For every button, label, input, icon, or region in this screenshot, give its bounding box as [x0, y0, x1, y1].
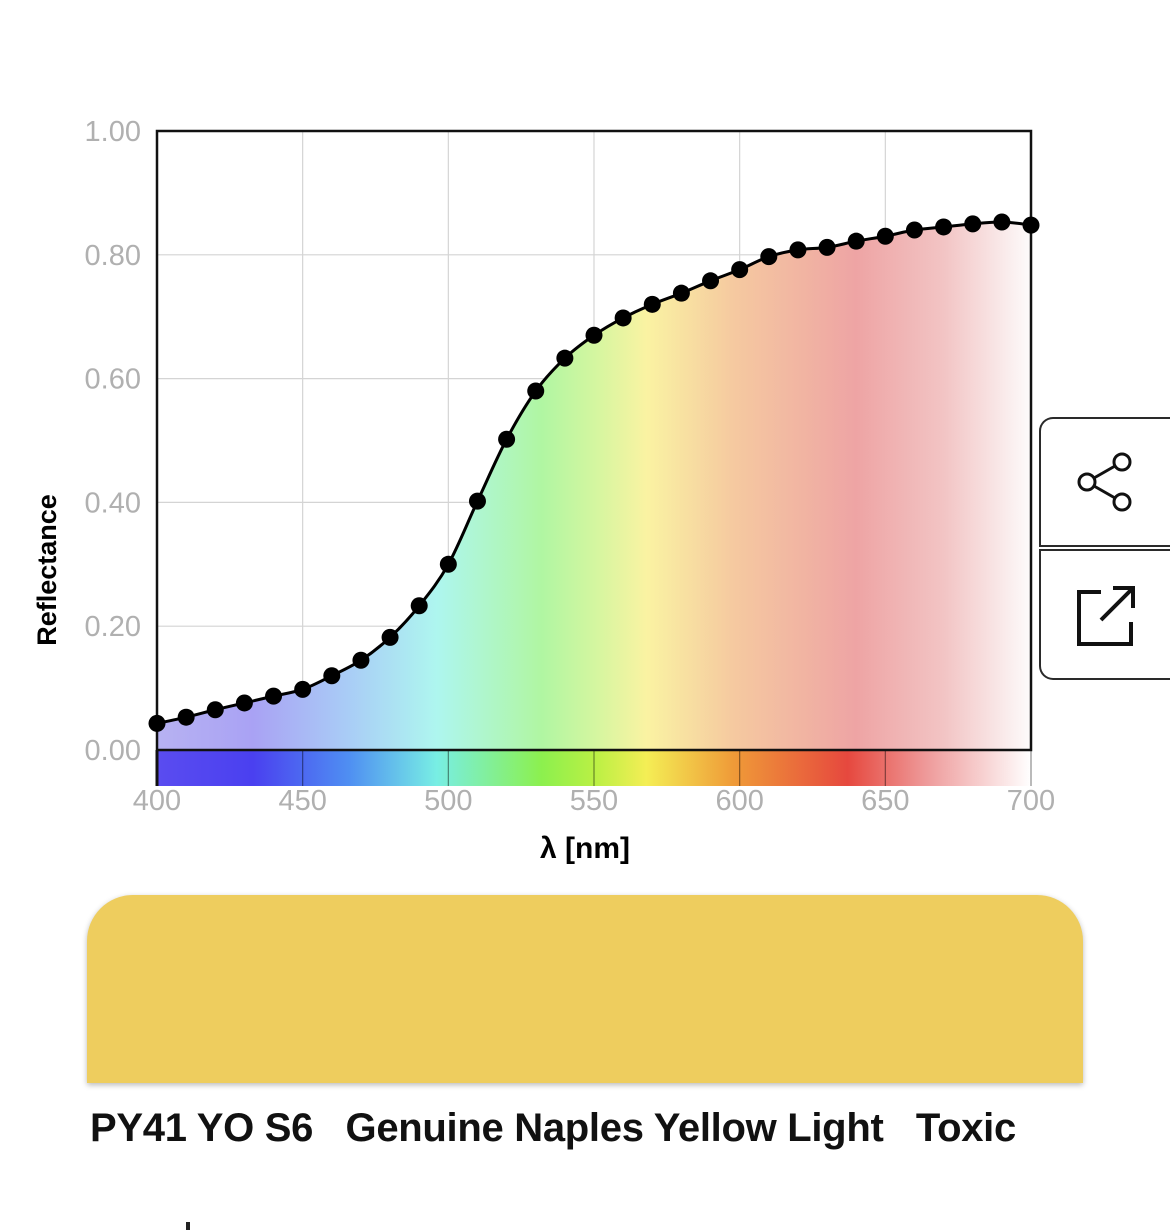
open-external-button[interactable]	[1039, 549, 1170, 680]
data-point	[177, 708, 195, 726]
data-point	[818, 238, 836, 256]
data-point	[294, 680, 312, 698]
data-point	[672, 284, 690, 302]
data-point	[876, 227, 894, 245]
color-swatch	[87, 895, 1083, 1083]
data-point	[702, 272, 720, 290]
data-point	[439, 555, 457, 573]
data-point	[527, 382, 545, 400]
plot-frame	[155, 129, 1033, 752]
reflectance-chart: 0.00 0.20 0.40 0.60 0.80 1.00 400 450 500 550 600…	[32, 116, 1055, 865]
data-point	[410, 597, 428, 615]
data-point	[1022, 216, 1040, 234]
data-point	[556, 349, 574, 367]
data-point	[323, 667, 341, 685]
data-point	[905, 221, 923, 239]
scroll-mark	[186, 1222, 190, 1230]
pigment-code: PY41 YO S6	[90, 1106, 314, 1150]
x-axis-label: λ [nm]	[540, 832, 630, 865]
y-tick-label: 0.20	[85, 611, 141, 643]
data-point	[148, 714, 166, 732]
y-tick-label: 0.40	[85, 487, 141, 519]
share-button[interactable]	[1039, 417, 1170, 547]
paint-label: PY41 YO S6 Genuine Naples Yellow Light T…	[90, 1106, 1016, 1151]
data-point	[614, 309, 632, 327]
data-point	[760, 248, 778, 266]
x-tick-label: 450	[278, 785, 326, 817]
x-tick-label: 400	[133, 785, 181, 817]
y-tick-label: 0.00	[85, 735, 141, 767]
x-tick-label: 600	[715, 785, 763, 817]
y-axis-label: Reflectance	[32, 494, 62, 646]
paint-name: Genuine Naples Yellow Light	[345, 1106, 884, 1150]
external-link-icon	[1076, 585, 1135, 646]
data-point	[381, 628, 399, 646]
data-point	[352, 651, 370, 669]
data-point	[731, 261, 749, 279]
data-point	[789, 241, 807, 259]
x-tick-label: 500	[424, 785, 472, 817]
data-point	[498, 430, 516, 448]
data-point	[468, 492, 486, 510]
data-point	[206, 701, 224, 719]
x-tick-label: 550	[570, 785, 618, 817]
data-point	[964, 215, 982, 233]
y-tick-label: 0.60	[85, 364, 141, 396]
data-point	[643, 295, 661, 313]
y-tick-label: 0.80	[85, 240, 141, 272]
x-tick-label: 650	[861, 785, 909, 817]
data-point	[935, 218, 953, 236]
data-point	[585, 326, 603, 344]
data-point	[235, 694, 253, 712]
y-tick-label: 1.00	[85, 116, 141, 148]
share-icon	[1077, 452, 1131, 512]
reflectance-area	[157, 221, 1031, 751]
data-point	[847, 232, 865, 250]
toxicity-label: Toxic	[915, 1106, 1016, 1150]
spectrum-bar	[157, 750, 1031, 786]
x-tick-label: 700	[1007, 785, 1055, 817]
data-point	[993, 213, 1011, 231]
data-point	[265, 687, 283, 705]
